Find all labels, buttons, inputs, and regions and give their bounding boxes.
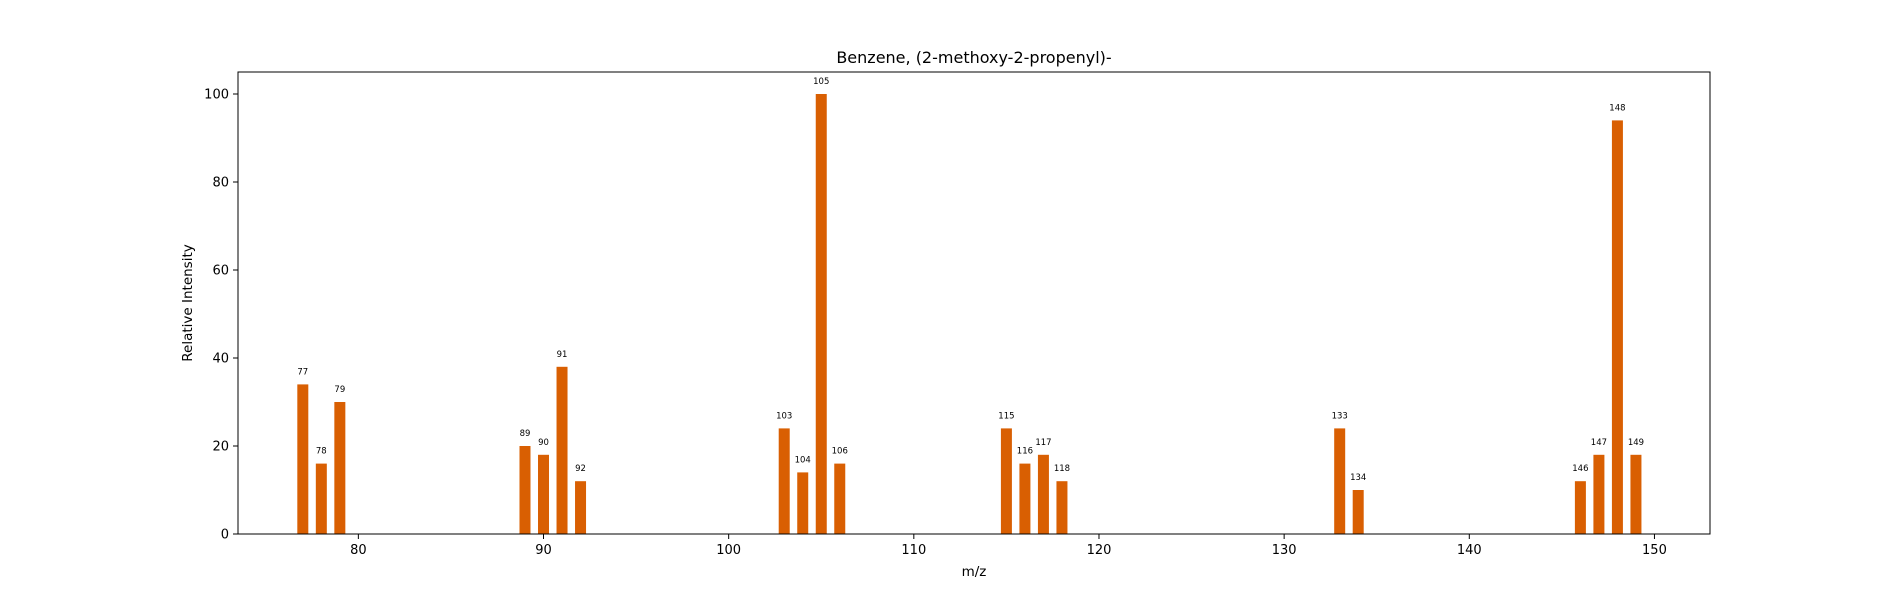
bar-mz-116 <box>1019 463 1031 534</box>
bar-label-117: 117 <box>1035 438 1051 448</box>
bar-label-146: 146 <box>1572 464 1588 474</box>
x-tick-label: 150 <box>1642 543 1667 558</box>
bar-label-149: 149 <box>1628 438 1644 448</box>
bar-mz-90 <box>538 454 550 534</box>
bar-label-77: 77 <box>297 367 308 377</box>
plot-frame <box>237 71 1711 535</box>
bar-label-106: 106 <box>832 447 848 457</box>
bar-label-79: 79 <box>334 385 345 395</box>
bar-label-148: 148 <box>1609 103 1625 113</box>
bar-mz-117 <box>1037 454 1049 534</box>
bar-mz-92 <box>575 481 587 534</box>
bar-label-78: 78 <box>316 447 327 457</box>
bar-label-104: 104 <box>795 455 811 465</box>
bar-mz-89 <box>519 446 531 534</box>
bar-mz-78 <box>315 463 327 534</box>
x-axis-label: m/z <box>962 564 987 580</box>
bars-group <box>297 94 1642 535</box>
bar-mz-134 <box>1352 490 1364 534</box>
bar-label-92: 92 <box>575 464 586 474</box>
bar-label-147: 147 <box>1591 438 1607 448</box>
x-tick-label: 110 <box>901 543 926 558</box>
bar-mz-133 <box>1334 428 1346 534</box>
bar-label-133: 133 <box>1332 411 1348 421</box>
x-tick-label: 90 <box>535 543 552 558</box>
bar-label-115: 115 <box>998 411 1014 421</box>
bar-mz-103 <box>778 428 790 534</box>
bar-mz-148 <box>1611 120 1623 535</box>
bar-mz-106 <box>834 463 846 534</box>
chart-title: Benzene, (2-methoxy-2-propenyl)- <box>836 48 1111 67</box>
x-axis-ticks: 80 90 100 110 120 130 140 150 <box>350 534 1667 558</box>
bar-mz-147 <box>1593 454 1605 534</box>
y-tick-label: 60 <box>212 264 229 279</box>
x-tick-label: 140 <box>1457 543 1482 558</box>
bar-mz-77 <box>297 384 309 534</box>
bar-label-103: 103 <box>776 411 792 421</box>
bar-label-116: 116 <box>1017 447 1033 457</box>
bar-mz-146 <box>1574 481 1586 534</box>
y-axis-label: Relative Intensity <box>180 244 196 362</box>
bar-label-89: 89 <box>520 429 531 439</box>
bar-mz-118 <box>1056 481 1068 534</box>
bar-label-90: 90 <box>538 438 549 448</box>
bar-label-134: 134 <box>1350 473 1366 483</box>
y-tick-label: 80 <box>212 176 229 191</box>
bar-mz-115 <box>1000 428 1012 534</box>
bar-label-105: 105 <box>813 77 829 87</box>
x-tick-label: 130 <box>1272 543 1297 558</box>
bar-mz-149 <box>1630 454 1642 534</box>
bar-mz-105 <box>815 94 827 534</box>
x-tick-label: 100 <box>716 543 741 558</box>
x-tick-label: 120 <box>1087 543 1112 558</box>
bar-mz-79 <box>334 402 346 534</box>
y-tick-label: 20 <box>212 440 229 455</box>
bar-mz-104 <box>797 472 809 534</box>
y-axis-ticks: 0 20 40 60 80 100 <box>204 88 238 543</box>
y-tick-label: 40 <box>212 352 229 367</box>
bar-label-91: 91 <box>557 350 568 360</box>
bar-label-118: 118 <box>1054 464 1070 474</box>
bar-mz-91 <box>556 366 568 534</box>
y-tick-label: 0 <box>221 528 229 543</box>
y-tick-label: 100 <box>204 88 229 103</box>
x-tick-label: 80 <box>350 543 367 558</box>
